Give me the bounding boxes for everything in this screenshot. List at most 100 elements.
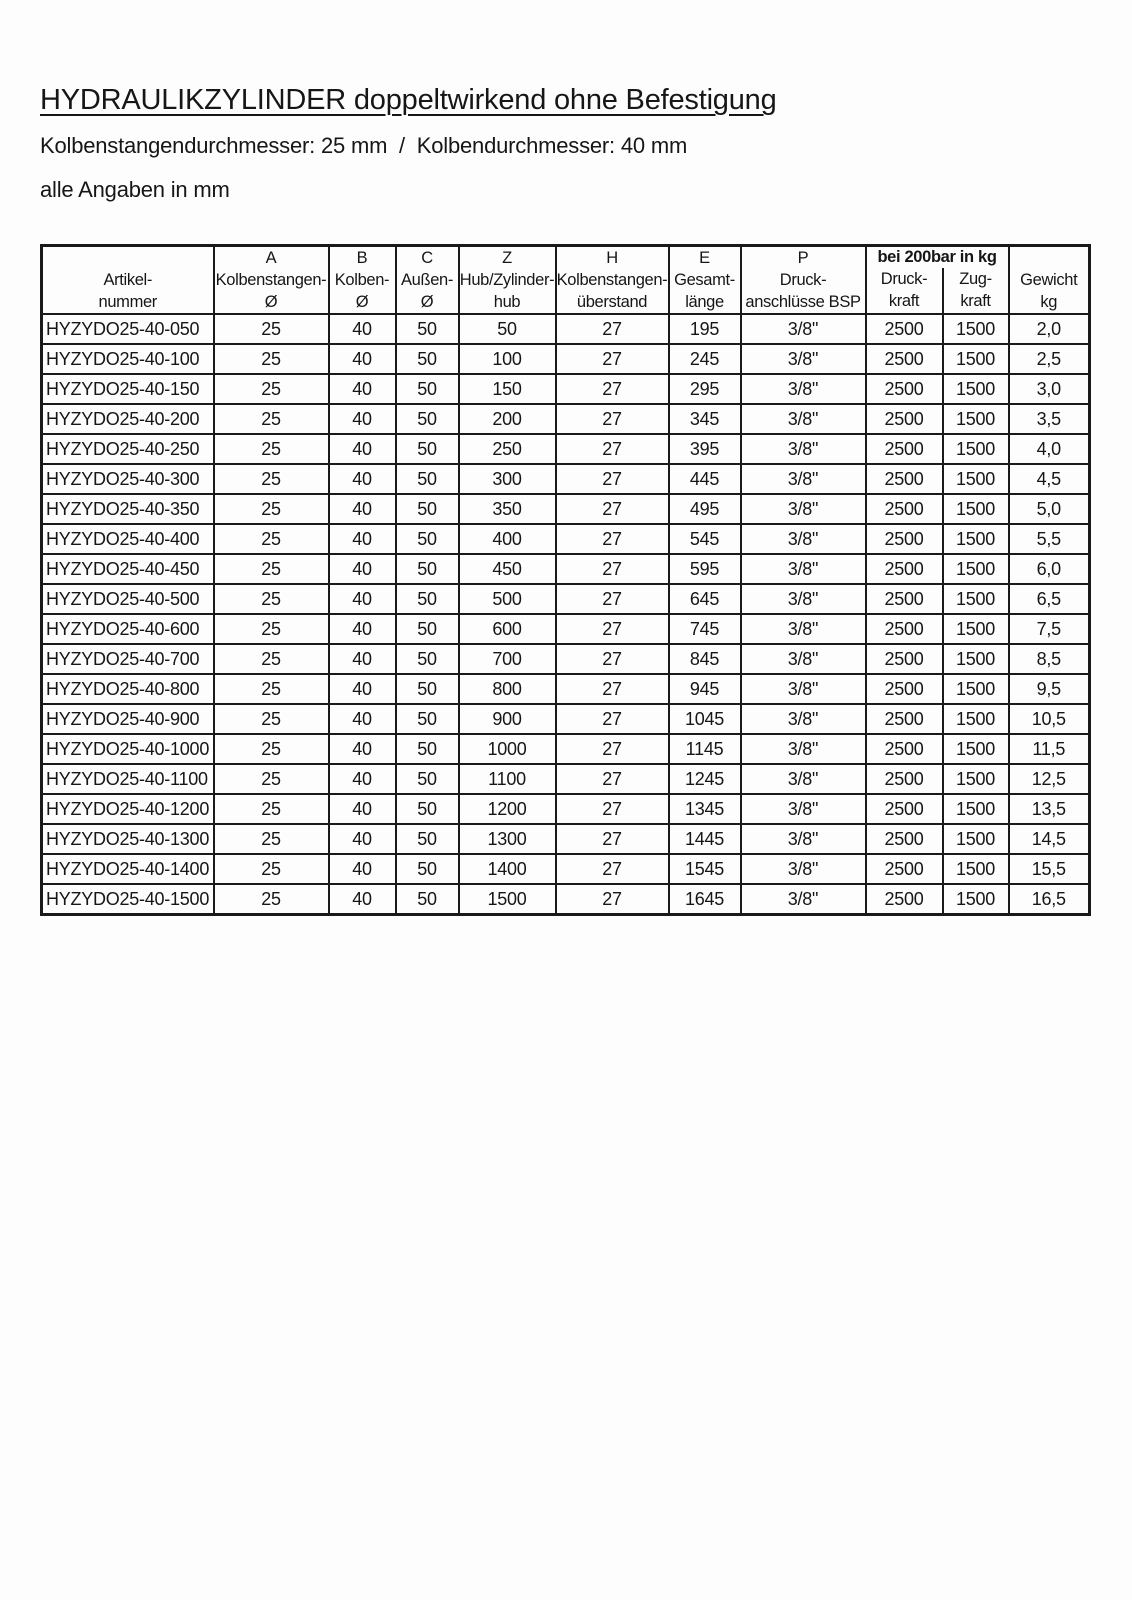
cell-gesamtlaenge: 1345 — [667, 793, 742, 825]
cell-zugkraft: 1500 — [941, 433, 1010, 465]
cell-aussen-d: 50 — [394, 673, 460, 705]
cell-gesamtlaenge: 945 — [667, 673, 742, 705]
cell-ueberstand: 27 — [554, 403, 670, 435]
col-header-zugkraft: Zug- kraft — [941, 267, 1010, 316]
cell-hub: 1100 — [457, 763, 557, 795]
cell-druckkraft: 2500 — [864, 673, 944, 705]
cell-zugkraft: 1500 — [941, 313, 1010, 345]
cell-druckkraft: 2500 — [864, 373, 944, 405]
cell-kolben-d: 40 — [327, 733, 397, 765]
cell-kolben-d: 40 — [327, 823, 397, 855]
cell-druckanschluesse: 3/8" — [739, 673, 867, 705]
cell-kolben-d: 40 — [327, 883, 397, 916]
cell-gewicht: 6,5 — [1007, 583, 1091, 615]
col-header-artikelnummer: Artikel- nummer — [40, 244, 215, 315]
cell-aussen-d: 50 — [394, 883, 460, 916]
table-row: HYZYDO25-40-800 25 40 50 800 27 945 3/8" 2500 150… — [40, 673, 1091, 705]
cell-zugkraft: 1500 — [941, 553, 1010, 585]
table-row: HYZYDO25-40-250 25 40 50 250 27 395 3/8" 2500 150… — [40, 433, 1091, 465]
cell-druckkraft: 2500 — [864, 583, 944, 615]
cell-kolbenstangen-d: 25 — [212, 673, 330, 705]
cell-aussen-d: 50 — [394, 763, 460, 795]
cell-ueberstand: 27 — [554, 643, 670, 675]
cell-aussen-d: 50 — [394, 823, 460, 855]
cell-hub: 1000 — [457, 733, 557, 765]
cell-druckanschluesse: 3/8" — [739, 703, 867, 735]
table-row: HYZYDO25-40-1400 25 40 50 1400 27 1545 3/8" 2500… — [40, 853, 1091, 885]
col-header-druckanschluesse: P Druck- anschlüsse BSP — [739, 244, 867, 315]
cell-gewicht: 9,5 — [1007, 673, 1091, 705]
cell-zugkraft: 1500 — [941, 403, 1010, 435]
cell-druckkraft: 2500 — [864, 613, 944, 645]
table-header: Artikel- nummer A Kolbenstangen- Ø B Kol… — [40, 244, 1091, 316]
cell-gesamtlaenge: 1245 — [667, 763, 742, 795]
cell-hub: 800 — [457, 673, 557, 705]
cell-kolben-d: 40 — [327, 553, 397, 585]
cell-gewicht: 16,5 — [1007, 883, 1091, 916]
cell-druckanschluesse: 3/8" — [739, 463, 867, 495]
cell-kolben-d: 40 — [327, 703, 397, 735]
cell-artikelnummer: HYZYDO25-40-500 — [40, 583, 215, 615]
cell-druckanschluesse: 3/8" — [739, 583, 867, 615]
cell-hub: 1200 — [457, 793, 557, 825]
cell-aussen-d: 50 — [394, 793, 460, 825]
cell-hub: 1300 — [457, 823, 557, 855]
cell-aussen-d: 50 — [394, 463, 460, 495]
cell-druckanschluesse: 3/8" — [739, 343, 867, 375]
cell-gewicht: 11,5 — [1007, 733, 1091, 765]
table-row: HYZYDO25-40-1500 25 40 50 1500 27 1645 3/8" 2500… — [40, 883, 1091, 916]
cell-kolbenstangen-d: 25 — [212, 493, 330, 525]
cell-artikelnummer: HYZYDO25-40-350 — [40, 493, 215, 525]
cell-aussen-d: 50 — [394, 553, 460, 585]
cell-gewicht: 3,0 — [1007, 373, 1091, 405]
cell-druckkraft: 2500 — [864, 553, 944, 585]
product-spec-table: Artikel- nummer A Kolbenstangen- Ø B Kol… — [40, 244, 1091, 916]
cell-gesamtlaenge: 445 — [667, 463, 742, 495]
table-row: HYZYDO25-40-600 25 40 50 600 27 745 3/8" 2500 150… — [40, 613, 1091, 645]
cell-druckanschluesse: 3/8" — [739, 853, 867, 885]
cell-druckanschluesse: 3/8" — [739, 793, 867, 825]
cell-kolbenstangen-d: 25 — [212, 823, 330, 855]
col-group-bei-200bar: bei 200bar in kg — [864, 244, 1010, 268]
cell-kolben-d: 40 — [327, 613, 397, 645]
cell-gewicht: 4,5 — [1007, 463, 1091, 495]
page-title: HYDRAULIKZYLINDER doppeltwirkend ohne Be… — [40, 84, 777, 116]
cell-kolbenstangen-d: 25 — [212, 613, 330, 645]
cell-gesamtlaenge: 1545 — [667, 853, 742, 885]
cell-ueberstand: 27 — [554, 553, 670, 585]
cell-druckanschluesse: 3/8" — [739, 643, 867, 675]
cell-druckkraft: 2500 — [864, 853, 944, 885]
cell-hub: 1500 — [457, 883, 557, 916]
cell-hub: 900 — [457, 703, 557, 735]
datasheet-page: HYDRAULIKZYLINDER doppeltwirkend ohne Be… — [40, 84, 1091, 916]
cell-ueberstand: 27 — [554, 673, 670, 705]
cell-hub: 100 — [457, 343, 557, 375]
cell-aussen-d: 50 — [394, 313, 460, 345]
cell-ueberstand: 27 — [554, 883, 670, 916]
cell-zugkraft: 1500 — [941, 793, 1010, 825]
cell-druckanschluesse: 3/8" — [739, 733, 867, 765]
table-row: HYZYDO25-40-1300 25 40 50 1300 27 1445 3/8" 2500… — [40, 823, 1091, 855]
cell-ueberstand: 27 — [554, 823, 670, 855]
table-body: HYZYDO25-40-050 25 40 50 50 27 195 3/8" 2500 1500… — [40, 313, 1091, 916]
cell-gewicht: 13,5 — [1007, 793, 1091, 825]
cell-gesamtlaenge: 295 — [667, 373, 742, 405]
cell-gesamtlaenge: 845 — [667, 643, 742, 675]
cell-artikelnummer: HYZYDO25-40-100 — [40, 343, 215, 375]
cell-aussen-d: 50 — [394, 733, 460, 765]
cell-druckkraft: 2500 — [864, 343, 944, 375]
cell-druckanschluesse: 3/8" — [739, 433, 867, 465]
cell-druckkraft: 2500 — [864, 733, 944, 765]
cell-kolben-d: 40 — [327, 793, 397, 825]
cell-druckanschluesse: 3/8" — [739, 313, 867, 345]
cell-kolben-d: 40 — [327, 493, 397, 525]
cell-zugkraft: 1500 — [941, 673, 1010, 705]
cell-artikelnummer: HYZYDO25-40-150 — [40, 373, 215, 405]
cell-kolbenstangen-d: 25 — [212, 343, 330, 375]
cell-kolben-d: 40 — [327, 433, 397, 465]
cell-druckkraft: 2500 — [864, 313, 944, 345]
cell-druckkraft: 2500 — [864, 523, 944, 555]
col-header-kolbenstangen-durchmesser: A Kolbenstangen- Ø — [212, 244, 330, 315]
cell-ueberstand: 27 — [554, 613, 670, 645]
cell-kolben-d: 40 — [327, 763, 397, 795]
